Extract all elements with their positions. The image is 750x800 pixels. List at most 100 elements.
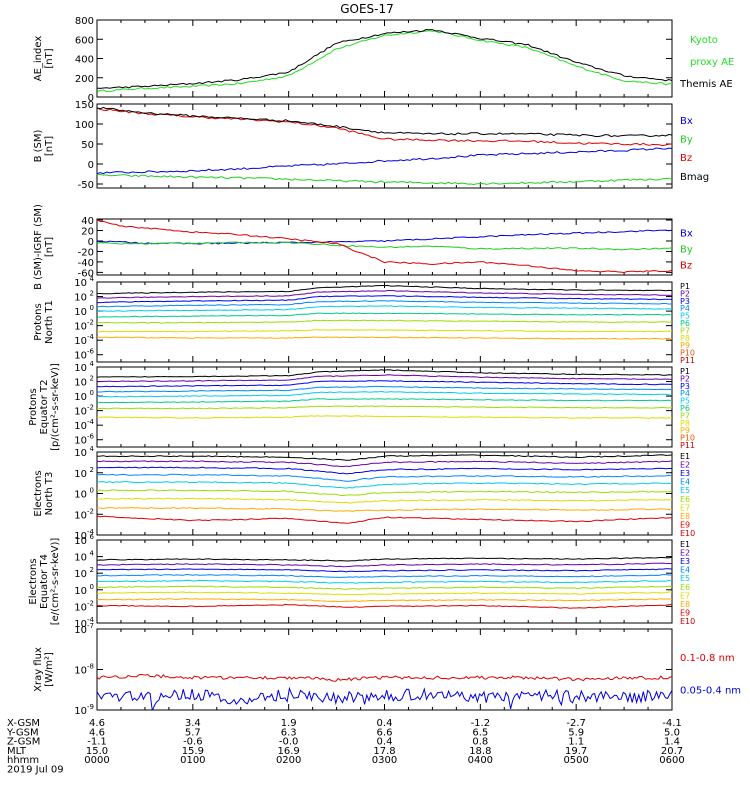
y-tick-label: 10: [74, 602, 87, 613]
legend-label: P7: [680, 326, 690, 335]
legend-label: P5: [680, 397, 690, 406]
series-e4: [97, 573, 672, 578]
legend-label: P3: [680, 382, 690, 391]
panel-frame: [96, 539, 673, 624]
y-tick-label: -20: [78, 247, 94, 258]
legend-label: P8: [680, 334, 690, 343]
legend-label: E6: [680, 495, 690, 504]
series-p7: [97, 405, 672, 410]
series-p8: [97, 329, 672, 333]
ephemeris-value: 0600: [659, 755, 684, 766]
ephemeris-value: 0.8: [472, 737, 488, 748]
series-p9: [97, 336, 672, 340]
ephemeris-value: 15.0: [86, 746, 108, 757]
y-tick-exponent: -2: [87, 599, 94, 607]
ephemeris-value: 1.4: [664, 737, 680, 748]
y-tick-label: 10: [74, 336, 87, 347]
y-tick-exponent: 4: [90, 550, 95, 558]
legend-label: P6: [680, 404, 690, 413]
y-tick-exponent: -4: [87, 616, 95, 624]
y-tick-exponent: -4: [87, 528, 95, 536]
panel-frame: [96, 19, 673, 98]
legend-label: E2: [680, 549, 690, 558]
ephemeris-value: 5.7: [185, 727, 201, 738]
y-tick-label: 0: [88, 237, 94, 248]
ephemeris-value: 4.6: [89, 727, 105, 738]
legend-label: E4: [680, 566, 690, 575]
y-tick-label: 10: [74, 531, 87, 542]
y-tick-label: 10: [74, 407, 87, 418]
legend-label: P2: [680, 289, 690, 298]
y-tick-label: 800: [75, 16, 94, 27]
legend-label: E4: [680, 478, 690, 487]
y-tick-label: 10: [74, 510, 87, 521]
legend-label: P7: [680, 411, 690, 420]
y-tick-label: 10: [74, 469, 87, 480]
y-axis-label: [nT]: [44, 237, 55, 257]
legend-label: Bz: [680, 260, 692, 271]
series-bz: [97, 107, 672, 147]
ephemeris-value: -1.1: [87, 737, 107, 748]
y-tick-exponent: -9: [87, 703, 94, 711]
y-tick-exponent: 2: [90, 566, 94, 574]
y-tick-label: 10: [74, 569, 87, 580]
ephemeris-value: 5.0: [664, 727, 680, 738]
y-axis-label: AE_index: [33, 36, 44, 82]
series-p8: [97, 415, 672, 419]
series-e1: [97, 454, 672, 461]
ephemeris-value: -2.7: [566, 718, 586, 729]
legend-label: P3: [680, 297, 690, 306]
legend-label: P4: [680, 389, 690, 398]
series-e3: [97, 466, 672, 475]
y-tick-label: 10: [74, 351, 87, 362]
series-p5: [97, 305, 672, 312]
y-tick-label: 100: [75, 120, 94, 131]
y-axis-label: [p/(cm²-s-sr-keV)]: [50, 363, 61, 451]
y-axis-label: North T1: [44, 300, 55, 344]
legend-label: Bx: [680, 228, 693, 239]
ephemeris-row-label: X-GSM: [7, 718, 40, 729]
y-tick-label: 150: [75, 100, 94, 111]
y-tick-label: 10: [74, 322, 87, 333]
series-e8: [97, 506, 672, 513]
y-tick-label: -60: [78, 268, 94, 279]
legend-label: E3: [680, 469, 690, 478]
series-e3: [97, 568, 672, 573]
series-e7: [97, 497, 672, 504]
ephemeris-value: 15.9: [182, 746, 204, 757]
ephemeris-value: 0000: [84, 755, 109, 766]
series-e4: [97, 473, 672, 482]
y-tick-label: 10: [74, 666, 87, 677]
y-tick-exponent: 2: [90, 466, 94, 474]
legend-label: E5: [680, 486, 690, 495]
y-axis-label: Equator T4: [39, 554, 50, 609]
y-axis-label: Protons: [33, 303, 44, 340]
y-tick-exponent: -4: [87, 333, 95, 341]
ephemeris-value: 6.6: [377, 727, 393, 738]
y-tick-label: 10: [74, 625, 87, 636]
legend-label: Kyoto: [690, 35, 718, 46]
y-axis-label: [W/m²]: [44, 652, 55, 687]
y-tick-label: 10: [74, 421, 87, 432]
date-label: 2019 Jul 09: [7, 765, 64, 776]
y-tick-exponent: 2: [90, 375, 94, 383]
legend-label: E9: [680, 608, 690, 617]
ephemeris-value: 3.4: [185, 718, 201, 729]
ephemeris-value: 0.4: [377, 718, 393, 729]
ephemeris-value: 0500: [563, 755, 588, 766]
series-p1: [97, 285, 672, 295]
series-e6: [97, 585, 672, 590]
series-by: [97, 241, 672, 251]
ephemeris-value: 1.9: [281, 718, 297, 729]
legend-label: P1: [680, 282, 690, 291]
y-tick-label: 40: [81, 216, 94, 227]
y-tick-exponent: -2: [87, 507, 94, 515]
y-tick-exponent: -6: [87, 433, 95, 441]
series-p3: [97, 295, 672, 304]
y-tick-label: 50: [81, 140, 94, 151]
series-p3: [97, 380, 672, 388]
y-tick-exponent: -7: [87, 622, 94, 630]
panel-frame: [96, 366, 673, 448]
